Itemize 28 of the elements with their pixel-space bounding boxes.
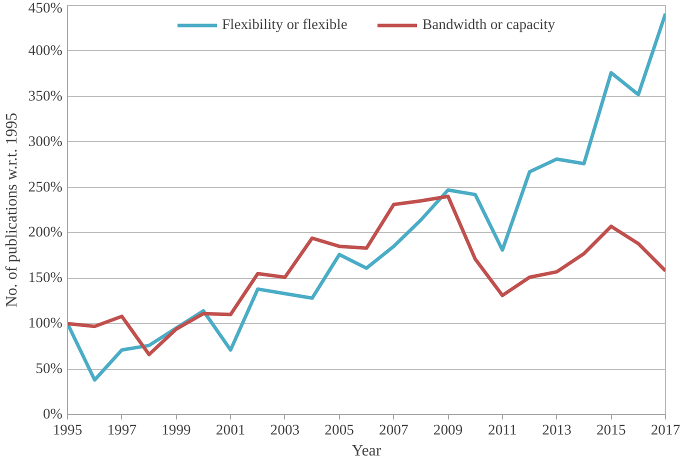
y-tick-label: 200%	[28, 224, 63, 241]
x-axis-title: Year	[352, 442, 382, 460]
x-tick-label: 2007	[379, 422, 408, 438]
y-tick-label: 250%	[28, 179, 63, 196]
x-tick-label: 1997	[107, 422, 137, 438]
x-tick-label: 2015	[596, 422, 626, 438]
line-series	[68, 12, 666, 382]
y-tick-label: 100%	[28, 316, 63, 332]
y-tick-label: 50%	[36, 361, 63, 378]
y-tick-label: 350%	[28, 88, 63, 104]
x-tick-label: 2013	[542, 422, 572, 438]
x-tick-label: 2005	[324, 422, 354, 438]
y-tick-label: 150%	[28, 270, 63, 286]
x-tick-label: 2003	[270, 422, 300, 438]
x-tick-label: 1999	[162, 422, 191, 438]
x-tick-label: 2009	[433, 422, 463, 438]
legend-label: Flexibility or flexible	[222, 16, 348, 34]
x-tick-label: 2001	[216, 422, 246, 438]
x-tick-label: 1995	[52, 422, 82, 438]
x-tick-label: 2011	[488, 422, 517, 438]
line-series	[68, 194, 666, 356]
y-tick-label: 450%	[28, 0, 63, 16]
x-tick-label: 2017	[650, 422, 680, 438]
y-axis-title: No. of publications w.r.t. 1995	[3, 112, 20, 308]
y-tick-label: 0%	[42, 406, 63, 422]
legend-label: Bandwidth or capacity	[422, 16, 556, 34]
y-tick-label: 300%	[28, 134, 63, 150]
y-tick-label: 400%	[28, 42, 63, 59]
